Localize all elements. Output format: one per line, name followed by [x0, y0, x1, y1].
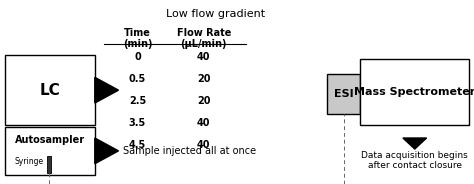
Text: Low flow gradient: Low flow gradient: [166, 9, 265, 19]
Text: ESI: ESI: [334, 89, 354, 99]
Text: 40: 40: [197, 140, 210, 150]
Text: Mass Spectrometer: Mass Spectrometer: [354, 87, 474, 97]
Bar: [47, 156, 51, 173]
Text: Syringe: Syringe: [14, 158, 43, 166]
Text: LC: LC: [39, 83, 60, 98]
Text: 4.5: 4.5: [129, 140, 146, 150]
Text: Autosampler: Autosampler: [15, 135, 85, 145]
Text: 20: 20: [197, 74, 210, 84]
Bar: [360, 59, 469, 125]
Text: 2.5: 2.5: [129, 96, 146, 106]
Bar: [327, 74, 360, 114]
Bar: [5, 127, 95, 175]
Text: 40: 40: [197, 52, 210, 61]
Text: Flow Rate
(μL/min): Flow Rate (μL/min): [177, 28, 231, 49]
Text: Data acquisition begins
after contact closure: Data acquisition begins after contact cl…: [361, 151, 468, 170]
Text: Time
(min): Time (min): [123, 28, 152, 49]
Text: Sample injected all at once: Sample injected all at once: [123, 146, 256, 156]
Bar: [5, 55, 95, 125]
Text: 40: 40: [197, 118, 210, 128]
Text: 20: 20: [197, 96, 210, 106]
Polygon shape: [403, 138, 427, 149]
Polygon shape: [95, 138, 118, 164]
Text: 0: 0: [134, 52, 141, 61]
Polygon shape: [95, 77, 118, 103]
Text: 3.5: 3.5: [129, 118, 146, 128]
Text: 0.5: 0.5: [129, 74, 146, 84]
